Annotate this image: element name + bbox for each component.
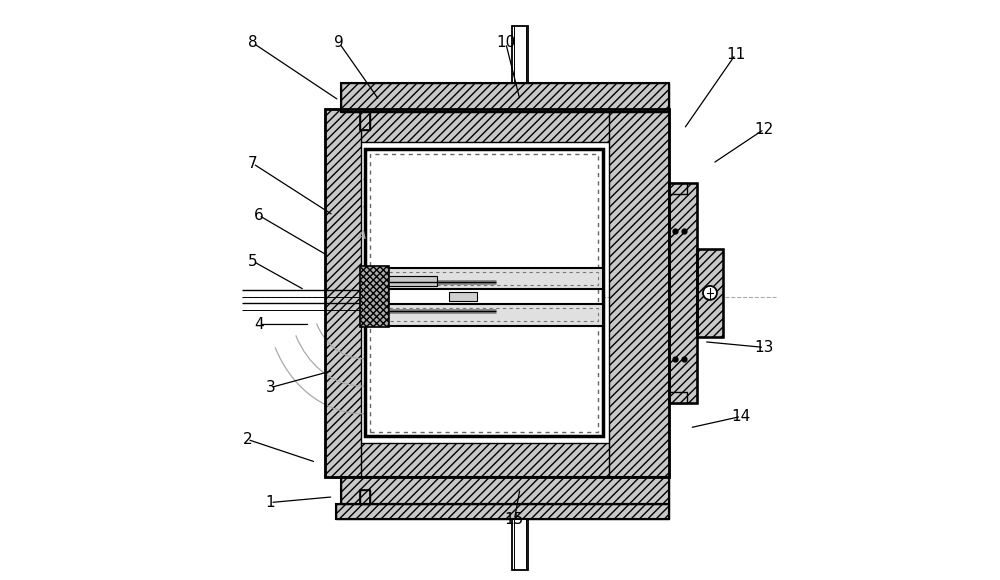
Bar bbox=[325, 443, 669, 477]
Bar bbox=[360, 112, 370, 130]
Bar bbox=[360, 490, 370, 504]
Bar bbox=[512, 519, 528, 570]
Bar bbox=[697, 249, 723, 337]
Bar bbox=[365, 267, 603, 289]
Bar bbox=[336, 504, 669, 519]
Text: 3: 3 bbox=[265, 380, 275, 395]
Bar bbox=[669, 183, 697, 403]
Text: 11: 11 bbox=[726, 47, 745, 62]
Bar bbox=[360, 266, 389, 327]
Bar bbox=[370, 154, 598, 432]
Text: 2: 2 bbox=[242, 432, 252, 447]
Text: 9: 9 bbox=[334, 35, 344, 50]
Bar bbox=[697, 249, 723, 337]
Bar bbox=[341, 477, 669, 504]
Bar bbox=[365, 149, 603, 437]
Text: 1: 1 bbox=[265, 495, 275, 510]
Text: 12: 12 bbox=[755, 122, 774, 137]
Text: 5: 5 bbox=[248, 254, 258, 269]
Text: 10: 10 bbox=[496, 35, 515, 50]
Bar bbox=[360, 112, 370, 130]
Bar bbox=[371, 276, 437, 287]
Bar bbox=[669, 183, 697, 403]
Text: 6: 6 bbox=[254, 208, 264, 223]
Text: 14: 14 bbox=[732, 409, 751, 424]
Text: 15: 15 bbox=[505, 512, 524, 527]
Bar bbox=[370, 272, 598, 285]
Bar bbox=[449, 292, 477, 301]
Bar bbox=[360, 490, 370, 504]
Bar bbox=[669, 392, 687, 403]
Bar bbox=[341, 477, 669, 504]
Text: 13: 13 bbox=[755, 340, 774, 355]
Bar bbox=[669, 183, 687, 194]
Bar bbox=[609, 109, 669, 477]
Bar bbox=[370, 309, 598, 321]
Bar bbox=[336, 504, 669, 519]
Text: 4: 4 bbox=[254, 317, 264, 332]
Bar bbox=[325, 109, 669, 477]
Text: 7: 7 bbox=[248, 156, 258, 171]
Bar bbox=[341, 83, 669, 112]
Circle shape bbox=[703, 286, 717, 300]
Bar bbox=[365, 304, 603, 325]
Text: A: A bbox=[357, 229, 366, 242]
Text: 8: 8 bbox=[248, 35, 258, 50]
Bar bbox=[341, 83, 669, 112]
Bar bbox=[512, 26, 528, 83]
Bar bbox=[325, 109, 669, 142]
Bar bbox=[325, 109, 361, 477]
